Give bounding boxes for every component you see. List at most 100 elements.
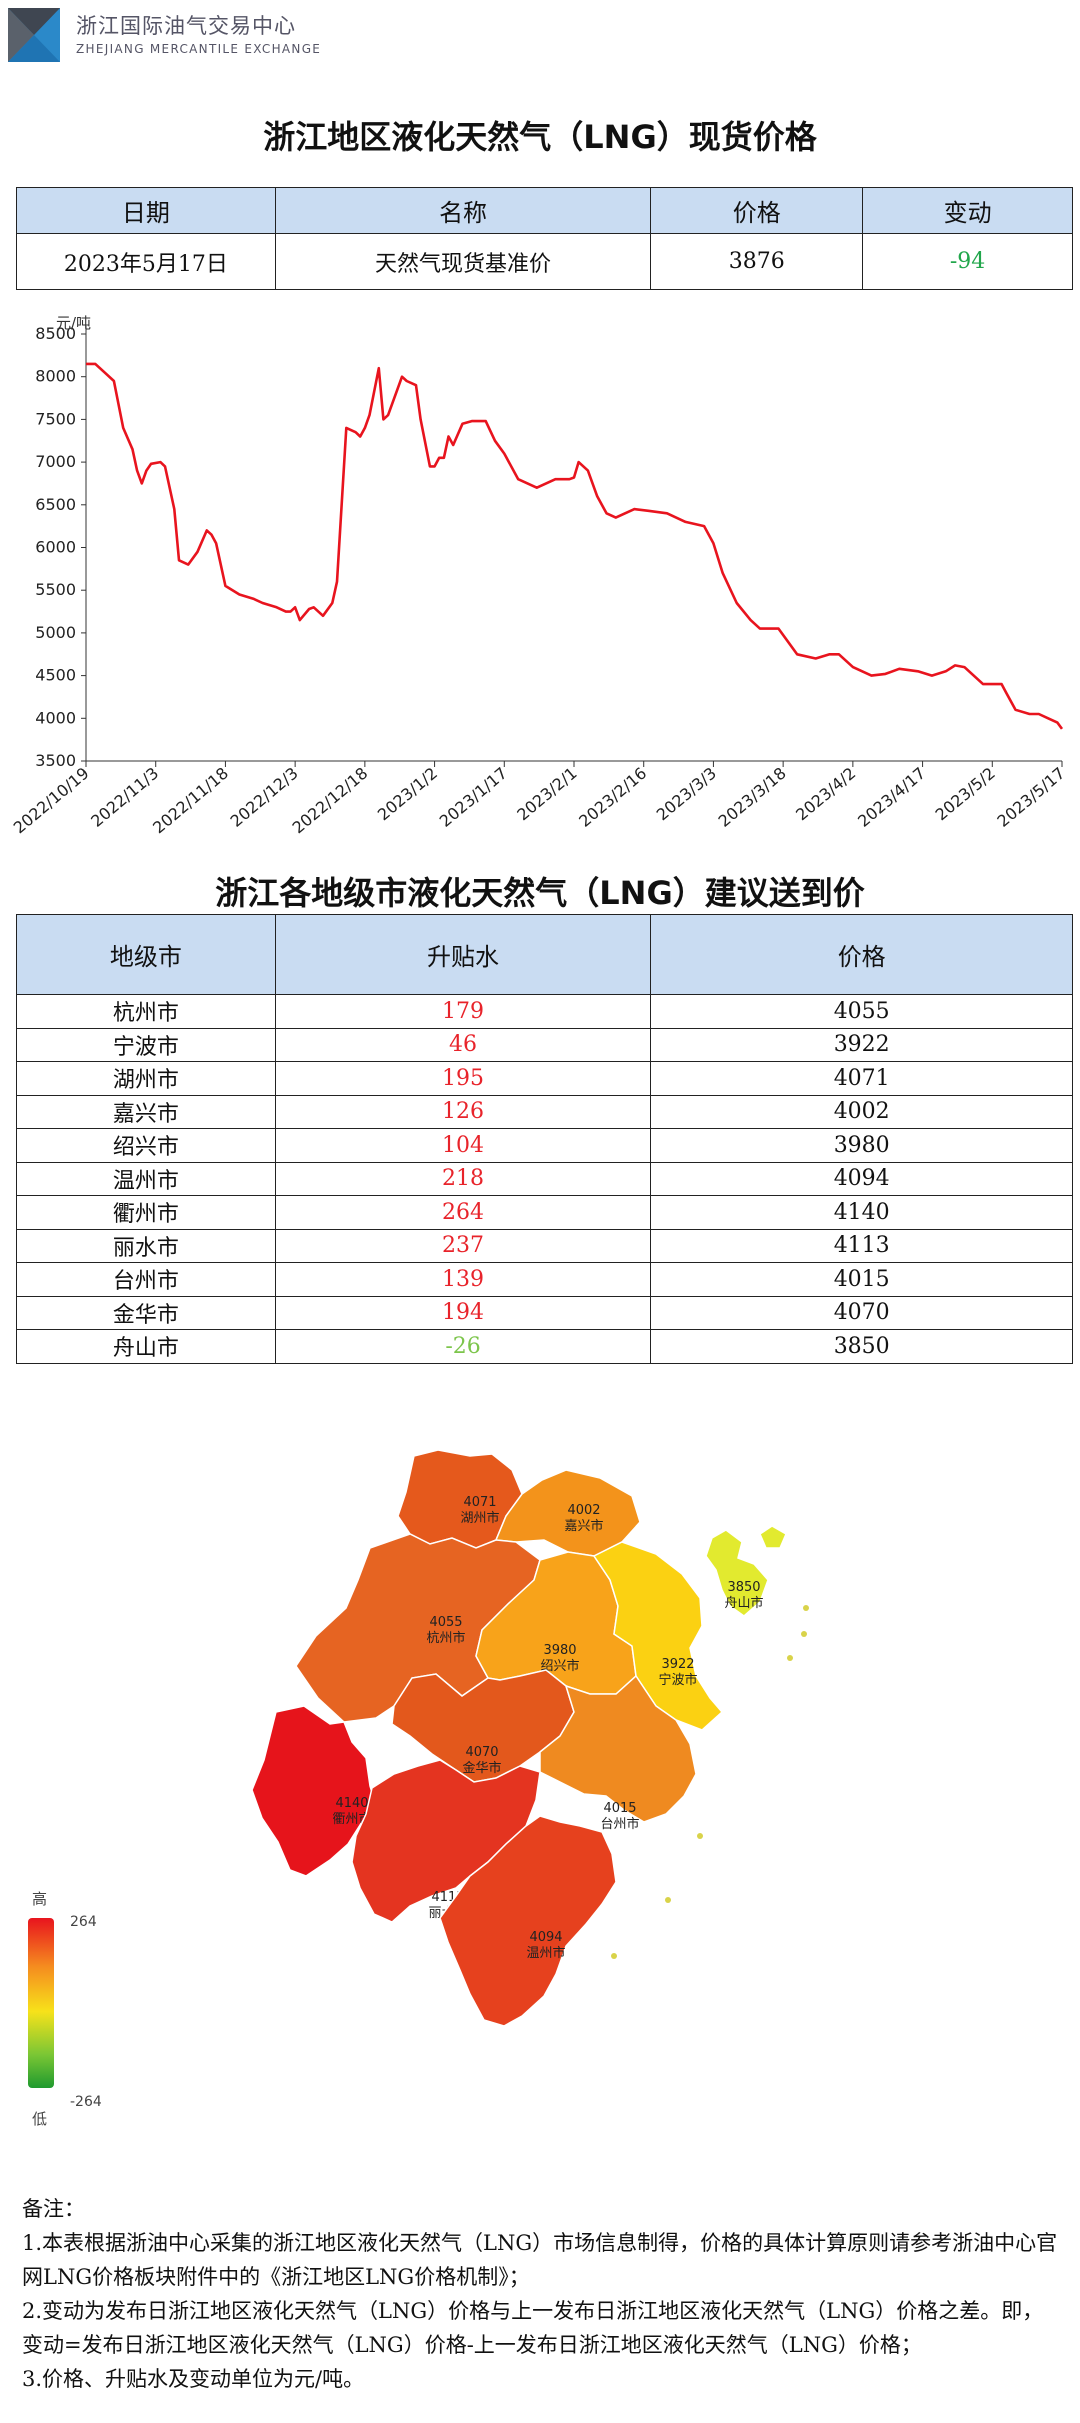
city-premium: 237 (274, 1228, 652, 1263)
map-region-city: 温州市 (526, 1945, 565, 1961)
city-price: 3850 (650, 1329, 1073, 1364)
city-name: 宁波市 (16, 1027, 276, 1062)
city-premium: 104 (274, 1128, 652, 1163)
spot-table-row: 2023年5月17日 天然气现货基准价 3876 -94 (16, 233, 1073, 290)
x-tick-label: 2023/2/1 (513, 764, 580, 825)
map-region (705, 1525, 787, 1617)
header-city-price: 价格 (650, 914, 1073, 995)
city-table-row: 金华市 194 4070 (16, 1295, 1073, 1330)
x-tick-label: 2023/5/17 (994, 764, 1069, 831)
spot-table-header-row: 日期 名称 价格 变动 (16, 187, 1073, 234)
map-region-city: 金华市 (462, 1760, 501, 1776)
legend-high-label: 高 (32, 1890, 47, 1908)
city-premium: 46 (274, 1027, 652, 1062)
y-tick-label: 7000 (35, 452, 76, 471)
y-tick-label: 7500 (35, 409, 76, 428)
city-name: 嘉兴市 (16, 1094, 276, 1129)
map-region-city: 宁波市 (658, 1672, 697, 1688)
y-tick-label: 3500 (35, 751, 76, 770)
y-tick-label: 8000 (35, 367, 76, 386)
y-tick-label: 6000 (35, 538, 76, 557)
header-date: 日期 (16, 187, 276, 234)
city-name: 温州市 (16, 1161, 276, 1196)
map-region-city: 湖州市 (460, 1510, 499, 1526)
city-table-row: 宁波市 46 3922 (16, 1027, 1073, 1062)
y-tick-label: 5000 (35, 623, 76, 642)
header-name: 名称 (274, 187, 652, 234)
map-region-price: 4094 (529, 1930, 562, 1945)
map-region-price: 4071 (463, 1495, 496, 1510)
city-name: 湖州市 (16, 1061, 276, 1096)
note-2: 2.变动为发布日浙江地区液化天然气（LNG）价格与上一发布日浙江地区液化天然气（… (22, 2299, 1044, 2357)
logo-chinese-name: 浙江国际油气交易中心 (76, 14, 296, 38)
map-region-city: 台州市 (600, 1816, 639, 1832)
x-tick-label: 2023/4/2 (792, 764, 859, 825)
legend-color-bar (28, 1918, 54, 2088)
city-table-body: 杭州市 179 4055 宁波市 46 3922 湖州市 195 4071 嘉兴市 126 4002 绍… (16, 994, 1073, 1364)
y-tick-label: 4000 (35, 708, 76, 727)
spot-change: -94 (862, 233, 1073, 290)
y-tick-label: 6500 (35, 495, 76, 514)
y-tick-label: 4500 (35, 666, 76, 685)
header-city: 地级市 (16, 914, 276, 995)
city-price: 3980 (650, 1128, 1073, 1163)
y-tick-label: 8500 (35, 324, 76, 343)
city-premium: 194 (274, 1295, 652, 1330)
chart-series (86, 362, 1064, 730)
city-table-header-row: 地级市 升贴水 价格 (16, 914, 1073, 995)
x-tick-label: 2023/4/17 (854, 764, 929, 831)
map-region-price: 4070 (465, 1745, 498, 1760)
price-series-line (86, 362, 1064, 730)
island-mark (787, 1655, 793, 1661)
price-line-chart: 3500 4000 4500 5000 5500 6000 6500 7000 7500 8000… (10, 314, 1069, 838)
header-change: 变动 (862, 187, 1073, 234)
city-price: 4140 (650, 1195, 1073, 1230)
city-premium: 139 (274, 1262, 652, 1297)
y-axis-unit-label: 元/吨 (56, 314, 91, 332)
note-1: 1.本表根据浙油中心采集的浙江地区液化天然气（LNG）市场信息制得，价格的具体计… (22, 2231, 1058, 2289)
x-tick-label: 2023/1/17 (436, 764, 511, 831)
spot-price-table: 日期 名称 价格 变动 2023年5月17日 天然气现货基准价 3876 -94 (16, 187, 1073, 290)
map-region-price: 4002 (567, 1503, 600, 1518)
city-price: 4015 (650, 1262, 1073, 1297)
city-table-row: 台州市 139 4015 (16, 1262, 1073, 1297)
exchange-logo-icon (8, 8, 60, 62)
map-region (592, 1541, 724, 1731)
map-region-price: 4140 (335, 1796, 368, 1811)
island-mark (665, 1897, 671, 1903)
map-region-city: 杭州市 (426, 1630, 465, 1646)
city-premium: 195 (274, 1061, 652, 1096)
x-tick-label: 2023/3/3 (653, 764, 720, 825)
city-premium: -26 (274, 1329, 652, 1364)
island-mark (803, 1605, 809, 1611)
header-price: 价格 (650, 187, 864, 234)
notes: 备注： 1.本表根据浙油中心采集的浙江地区液化天然气（LNG）市场信息制得，价格… (22, 2192, 1062, 2396)
city-price: 4070 (650, 1295, 1073, 1330)
legend-min-value: -264 (70, 2094, 102, 2110)
city-table-row: 丽水市 237 4113 (16, 1228, 1073, 1263)
spot-date: 2023年5月17日 (16, 233, 276, 290)
notes-heading: 备注： (22, 2197, 85, 2221)
city-table-row: 杭州市 179 4055 (16, 994, 1073, 1029)
city-price-title: 浙江各地级市液化天然气（LNG）建议送到价 (215, 874, 865, 912)
map-region-city: 嘉兴市 (564, 1518, 603, 1534)
x-tick-label: 2022/10/19 (10, 764, 93, 838)
city-premium: 218 (274, 1161, 652, 1196)
note-3: 3.价格、升贴水及变动单位为元/吨。 (22, 2367, 365, 2391)
spot-price: 3876 (650, 233, 864, 290)
city-price-table: 地级市 升贴水 价格 杭州市 179 4055 宁波市 46 3922 湖州市 195 4071… (16, 914, 1073, 1364)
map-region (251, 1705, 377, 1877)
city-name: 衢州市 (16, 1195, 276, 1230)
city-premium: 179 (274, 994, 652, 1029)
map-region-price: 3980 (543, 1643, 576, 1658)
island-mark (697, 1833, 703, 1839)
city-premium: 126 (274, 1094, 652, 1129)
city-table-row: 衢州市 264 4140 (16, 1195, 1073, 1230)
x-tick-label: 2023/2/16 (575, 764, 650, 831)
map-region-price: 3922 (661, 1657, 694, 1672)
map-region (539, 1674, 697, 1823)
city-table-row: 舟山市 -26 3850 (16, 1329, 1073, 1364)
city-name: 台州市 (16, 1262, 276, 1297)
spot-name: 天然气现货基准价 (274, 233, 652, 290)
